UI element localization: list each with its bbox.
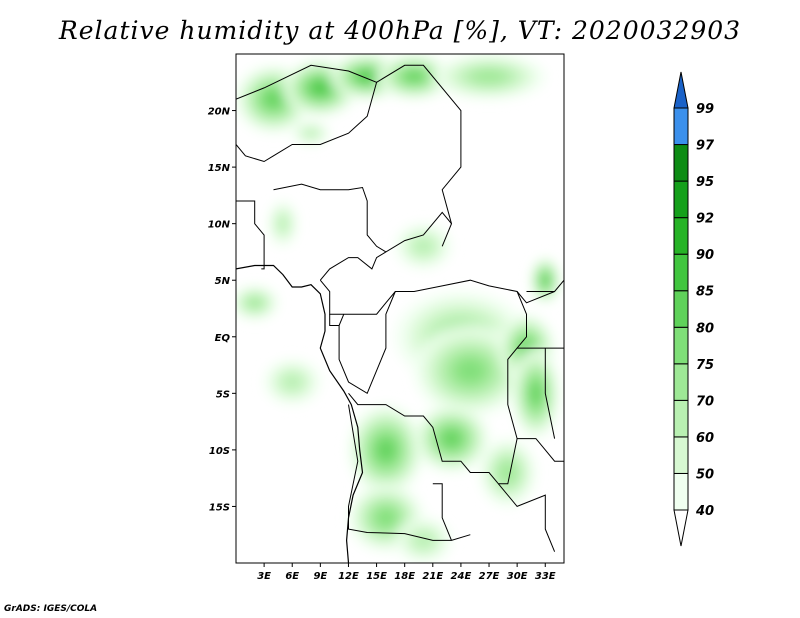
colorbar-label: 99 — [696, 102, 714, 117]
humidity-area-9-level-6 — [542, 275, 549, 285]
country-boundary-11 — [498, 483, 556, 552]
axis-ticks: 20N 15N 10N 5N EQ 5S 10S 15S 3E 6E 9E 12E 15E 18E 21E 2… — [208, 107, 556, 582]
lon-tick-label: 18E — [394, 571, 415, 582]
humidity-area-0-level-5 — [264, 91, 283, 108]
colorbar-segment-50 — [673, 436, 689, 474]
humidity-area-5-level-2 — [302, 128, 320, 139]
grads-credit: GrADS: IGES/COLA — [4, 604, 98, 614]
lon-tick-label: 30E — [507, 571, 528, 582]
lon-tick-label: 24E — [451, 571, 472, 582]
humidity-area-1-level-6 — [312, 82, 328, 94]
lat-tick-label: 15S — [209, 502, 230, 513]
colorbar-label: 75 — [696, 358, 714, 373]
colorbar-label: 85 — [696, 285, 714, 300]
lon-tick-label: 12E — [338, 571, 359, 582]
lon-tick-label: 9E — [313, 571, 327, 582]
lat-tick-label: 15N — [208, 163, 231, 174]
lat-tick-label: 5N — [215, 276, 231, 287]
colorbar-label: 60 — [696, 431, 714, 446]
colorbar-segment-75 — [673, 326, 689, 365]
country-boundary-6 — [329, 314, 345, 326]
humidity-area-14-level-2 — [280, 372, 305, 392]
colorbar-segment-97 — [673, 107, 689, 146]
humidity-area-11-level-4 — [454, 358, 486, 384]
colorbar-label: 95 — [696, 175, 714, 190]
humidity-field — [236, 54, 560, 563]
colorbar: 40 50 60 70 75 80 85 90 92 95 97 99 — [673, 71, 715, 547]
colorbar-segment-80 — [673, 290, 689, 328]
humidity-area-7-level-3 — [246, 297, 263, 309]
country-boundary-7 — [338, 291, 396, 395]
colorbar-segment-70 — [673, 363, 689, 401]
humidity-area-6-level-2 — [276, 213, 289, 234]
lat-tick-label: 5S — [216, 389, 230, 400]
colorbar-segment-85 — [673, 253, 689, 292]
humidity-area-13-level-5 — [530, 382, 542, 404]
lon-tick-label: 27E — [479, 571, 500, 582]
humidity-area-19-level-2 — [411, 530, 436, 551]
colorbar-over-arrow — [673, 71, 689, 109]
colorbar-label: 80 — [696, 321, 714, 336]
country-boundaries — [236, 64, 564, 563]
colorbar-label: 50 — [696, 467, 714, 482]
lat-tick-label: EQ — [215, 333, 231, 344]
country-boundary-1 — [236, 64, 462, 247]
country-boundary-4 — [319, 251, 387, 281]
country-boundary-10 — [432, 483, 452, 541]
colorbar-under-arrow — [673, 509, 689, 547]
country-boundary-2 — [273, 183, 452, 253]
humidity-area-15-level-5 — [377, 439, 395, 461]
lon-tick-label: 33E — [535, 571, 556, 582]
country-boundary-14 — [526, 279, 564, 292]
colorbar-segment-40 — [673, 472, 689, 511]
colorbar-segment-95 — [673, 144, 689, 182]
colorbar-label: 97 — [696, 139, 715, 154]
country-boundary-15 — [544, 348, 556, 439]
humidity-area-18-level-3 — [498, 461, 518, 484]
lat-tick-label: 20N — [208, 107, 231, 118]
lon-tick-label: 3E — [257, 571, 271, 582]
colorbar-segment-60 — [673, 399, 689, 438]
country-boundary-9 — [348, 404, 471, 541]
lon-tick-label: 15E — [366, 571, 387, 582]
map-title: Relative humidity at 400hPa [%], VT: 202… — [58, 16, 742, 45]
humidity-area-8-level-2 — [411, 236, 436, 256]
country-boundary-0 — [236, 82, 378, 163]
humidity-area-17-level-4 — [375, 508, 397, 528]
humidity-area-2-level-6 — [359, 72, 375, 82]
colorbar-segment-90 — [673, 217, 689, 255]
colorbar-label: 70 — [696, 394, 714, 409]
lon-tick-label: 6E — [285, 571, 299, 582]
coastline — [236, 264, 364, 563]
lat-tick-label: 10N — [208, 220, 231, 231]
humidity-area-3-level-5 — [405, 71, 423, 82]
humidity-area-16-level-5 — [442, 430, 461, 447]
lon-tick-label: 21E — [422, 571, 443, 582]
map-frame — [235, 53, 565, 564]
country-boundary-12 — [517, 438, 564, 462]
country-boundary-3 — [236, 200, 265, 270]
colorbar-label: 90 — [696, 248, 714, 263]
colorbar-label: 40 — [695, 504, 714, 519]
colorbar-segment-92 — [673, 180, 689, 219]
colorbar-label: 92 — [696, 212, 714, 227]
humidity-area-4-level-3 — [470, 69, 508, 85]
lat-tick-label: 10S — [209, 446, 230, 457]
